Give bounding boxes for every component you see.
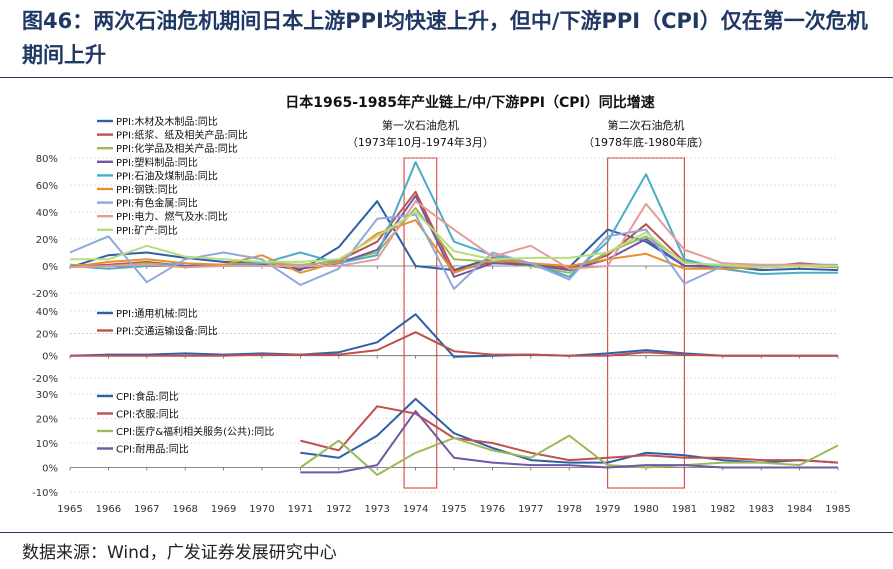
upstream-legend-label: PPI:钢铁:同比 — [116, 183, 178, 196]
upstream-series-line — [70, 211, 838, 269]
crisis-period-1: （1973年10月-1974年3月） — [347, 135, 494, 149]
downstream-series-line — [300, 405, 839, 464]
upstream-legend-label: PPI:石油及煤制品:同比 — [116, 169, 218, 182]
x-tick-label: 1982 — [710, 504, 735, 515]
upstream-legend-label: PPI:木材及木制品:同比 — [116, 115, 218, 128]
midstream-ytick: 20% — [36, 329, 58, 340]
downstream-series-line — [300, 397, 839, 464]
x-tick-label: 1974 — [403, 504, 428, 515]
upstream-series-line — [69, 200, 839, 270]
x-tick-label: 1976 — [480, 504, 505, 515]
downstream-legend-label: CPI:衣服:同比 — [116, 408, 179, 421]
x-tick-label: 1983 — [748, 504, 773, 515]
downstream-ytick: -10% — [32, 488, 58, 499]
upstream-legend-label: PPI:矿产:同比 — [116, 224, 178, 237]
downstream-ytick: 10% — [36, 439, 58, 450]
upstream-ytick: 40% — [36, 208, 58, 219]
downstream-ytick: 0% — [42, 464, 58, 475]
upstream-legend-label: PPI:纸浆、纸及相关产品:同比 — [116, 129, 248, 142]
x-tick-label: 1973 — [364, 504, 389, 515]
upstream-legend-label: PPI:塑料制品:同比 — [116, 156, 198, 169]
upstream-series-line — [69, 219, 839, 274]
downstream-series-line — [300, 410, 838, 474]
chart: 日本1965-1985年产业链上/中/下游PPI（CPI）同比增速第一次石油危机… — [32, 94, 851, 515]
x-tick-label: 1966 — [96, 504, 121, 515]
chart-title: 日本1965-1985年产业链上/中/下游PPI（CPI）同比增速 — [285, 94, 654, 111]
upstream-legend-label: PPI:化学品及相关产品:同比 — [116, 142, 238, 155]
downstream-legend-label: CPI:耐用品:同比 — [116, 443, 189, 456]
midstream-ytick: 0% — [42, 352, 58, 363]
figure-source: 数据来源：Wind，广发证券发展研究中心 — [22, 543, 337, 563]
x-tick-label: 1985 — [825, 504, 850, 515]
upstream-ytick: 20% — [36, 235, 58, 246]
x-tick-label: 1972 — [326, 504, 351, 515]
upstream-legend-label: PPI:有色金属:同比 — [116, 197, 198, 210]
midstream-series-line — [70, 331, 838, 357]
upstream-ytick: 80% — [36, 154, 58, 165]
x-tick-label: 1978 — [556, 504, 581, 515]
crisis-label-2: 第二次石油危机 — [608, 118, 685, 132]
upstream-legend-label: PPI:电力、燃气及水:同比 — [116, 210, 228, 223]
upstream-ytick: -20% — [32, 289, 58, 300]
midstream-legend-label: PPI:交通运输设备:同比 — [116, 325, 218, 338]
figure-title: 图46：两次石油危机期间日本上游PPI均快速上升，但中/下游PPI（CPI）仅在… — [22, 9, 868, 67]
x-tick-label: 1981 — [672, 504, 697, 515]
midstream-ytick: 40% — [36, 307, 58, 318]
downstream-legend-label: CPI:食品:同比 — [116, 390, 179, 403]
x-tick-label: 1984 — [787, 504, 812, 515]
crisis-label-1: 第一次石油危机 — [382, 118, 459, 132]
downstream-series-line — [299, 434, 839, 476]
crisis-box-2 — [606, 157, 685, 489]
upstream-ytick: 60% — [36, 181, 58, 192]
source-rule — [0, 532, 893, 533]
x-tick-label: 1980 — [633, 504, 658, 515]
upstream-ytick: 0% — [42, 262, 58, 273]
x-tick-label: 1971 — [288, 504, 313, 515]
midstream-legend-label: PPI:通用机械:同比 — [116, 307, 198, 320]
crisis-period-2: （1978年底-1980年底） — [583, 135, 709, 149]
title-rule — [0, 77, 893, 78]
x-tick-label: 1970 — [249, 504, 274, 515]
x-tick-label: 1965 — [57, 504, 82, 515]
x-tick-label: 1968 — [172, 504, 197, 515]
x-tick-label: 1979 — [595, 504, 620, 515]
downstream-ytick: 30% — [36, 390, 58, 401]
downstream-ytick: 20% — [36, 415, 58, 426]
x-tick-label: 1977 — [518, 504, 543, 515]
x-tick-label: 1969 — [211, 504, 236, 515]
x-tick-label: 1975 — [441, 504, 466, 515]
x-tick-label: 1967 — [134, 504, 159, 515]
downstream-legend-label: CPI:医疗&福利相关服务(公共):同比 — [116, 425, 274, 438]
midstream-ytick: -20% — [32, 374, 58, 385]
